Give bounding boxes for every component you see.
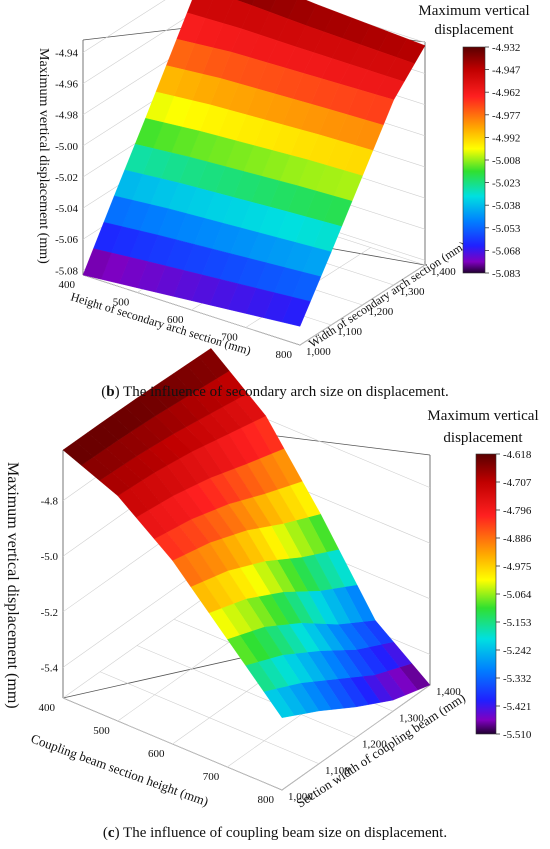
zaxis-label-b: Maximum vertical displacement (mm): [36, 48, 51, 264]
colorbar-c: Maximum vertical displacement -4.618 -4.7…: [427, 408, 538, 741]
x-tick-label: 700: [221, 332, 238, 344]
z-tick-label: -4.96: [55, 79, 78, 91]
grid-line: [99, 671, 320, 765]
surface-b: [82, 0, 426, 327]
colorbar-tick-label: -4.947: [492, 65, 521, 77]
colorbar-title-line2-b: displacement: [434, 22, 514, 38]
colorbar-tick-label: -5.083: [492, 268, 521, 280]
colorbar-tick-label: -5.023: [492, 178, 521, 190]
grid-line: [136, 645, 357, 738]
colorbar-tick-label: -4.707: [503, 477, 532, 489]
z-tick-label: -5.06: [55, 234, 78, 246]
z-tick-label: -5.4: [41, 662, 59, 674]
x-tick-label: 800: [258, 794, 275, 806]
x-tick-label: 600: [148, 748, 165, 760]
y-tick-label: 1,300: [400, 286, 425, 298]
colorbar-tick-label: -5.053: [492, 223, 521, 235]
colorbar-tick-label: -5.510: [503, 729, 532, 741]
colorbar-tick-label: -4.977: [492, 110, 521, 122]
y-ticks-b: 1,000 1,100 1,200 1,300 1,400: [306, 266, 456, 358]
z-tick-label: -5.02: [55, 172, 78, 184]
x-ticks-c: 400 500 600 700 800: [39, 702, 275, 806]
colorbar-tick-label: -4.886: [503, 533, 532, 545]
colorbar-tick-label: -4.962: [492, 87, 520, 99]
z-tick-label: -4.98: [55, 110, 78, 122]
colorbar-tick-label: -4.992: [492, 132, 520, 144]
y-tick-label: 1,000: [306, 346, 331, 358]
colorbar-b: Maximum vertical displacement -4.932-4.9…: [418, 3, 529, 280]
colorbar-tick-label: -5.064: [503, 589, 532, 601]
colorbar-tick-label: -5.421: [503, 701, 531, 713]
z-ticks-b: -4.94 -4.96 -4.98 -5.00 -5.02 -5.04 -5.06 -5.08: [55, 47, 78, 277]
x-tick-label: 400: [59, 279, 76, 291]
zaxis-label-c: Maximum vertical displacement (mm): [4, 462, 21, 709]
z-tick-label: -5.08: [55, 265, 78, 277]
grid-line: [62, 697, 283, 791]
x-tick-label: 700: [203, 771, 220, 783]
colorbar-tick-label: -5.242: [503, 645, 531, 657]
y-tick-label: 1,200: [369, 306, 394, 318]
y-tick-label: 1,000: [288, 791, 313, 803]
caption-text-c: The influence of coupling beam size on d…: [119, 825, 448, 841]
x-tick-label: 600: [167, 314, 184, 326]
x-tick-label: 400: [39, 702, 56, 714]
z-tick-label: -5.04: [55, 203, 78, 215]
colorbar-ticks-b: -4.932 -4.947 -4.962 -4.977 -4.992 -5.008 -5.0…: [485, 42, 521, 280]
colorbar-tick-label: -4.618: [503, 449, 532, 461]
chart-panel-b: Maximum vertical displacement (mm) Heigh…: [36, 0, 530, 361]
caption-text-b: The influence of secondary arch size on …: [119, 384, 449, 400]
x-tick-label: 500: [113, 297, 130, 309]
caption-c: (c) The influence of coupling beam size …: [102, 825, 448, 841]
colorbar-tick-label: -4.932: [492, 42, 520, 54]
y-tick-label: 1,400: [431, 266, 456, 278]
colorbar-scale-c: [475, 453, 497, 735]
colorbar-tick-label: -5.332: [503, 673, 531, 685]
colorbar-title-line1-c: Maximum vertical: [427, 408, 538, 424]
caption-b: (b) The influence of secondary arch size…: [101, 384, 449, 400]
colorbar-title-line1-b: Maximum vertical: [418, 3, 529, 19]
xaxis-label-c: Coupling beam section height (mm): [29, 731, 211, 809]
caption-letter-c: c: [107, 825, 115, 841]
y-tick-label: 1,100: [325, 765, 350, 777]
chart-panel-c: Maximum vertical displacement (mm) Coupl…: [4, 348, 539, 811]
colorbar-title-line2-c: displacement: [443, 430, 523, 446]
colorbar-scale-b: [462, 46, 486, 274]
colorbar-tick-label: -5.153: [503, 617, 532, 629]
z-tick-label: -4.94: [55, 47, 78, 59]
z-tick-label: -5.0: [41, 551, 59, 563]
colorbar-ticks-c: -4.618 -4.707 -4.796 -4.886 -4.975 -5.064 -5.1…: [496, 449, 532, 741]
y-tick-label: 1,300: [399, 712, 424, 724]
caption-letter-b: b: [106, 384, 115, 400]
x-tick-label: 800: [276, 349, 293, 361]
colorbar-tick-label: -5.068: [492, 245, 521, 257]
surface-cell: [82, 248, 112, 280]
colorbar-tick-label: -5.038: [492, 200, 521, 212]
y-tick-label: 1,400: [436, 686, 461, 698]
x-tick-label: 500: [93, 725, 110, 737]
y-tick-label: 1,200: [362, 739, 387, 751]
surface-cell: [62, 440, 94, 466]
z-tick-label: -5.2: [41, 607, 58, 619]
y-ticks-c: 1,000 1,100 1,200 1,300 1,400: [288, 686, 461, 803]
grid-line: [82, 274, 301, 346]
colorbar-tick-label: -4.796: [503, 505, 532, 517]
colorbar-tick-label: -5.008: [492, 155, 521, 167]
y-tick-label: 1,100: [337, 326, 362, 338]
x-ticks-b: 400 500 600 700 800: [59, 279, 293, 361]
surface-c: [62, 348, 431, 718]
z-tick-label: -5.00: [55, 141, 78, 153]
z-tick-label: -4.8: [41, 496, 59, 508]
z-ticks-c: -4.8 -5.0 -5.2 -5.4: [41, 496, 59, 675]
colorbar-tick-label: -4.975: [503, 561, 532, 573]
